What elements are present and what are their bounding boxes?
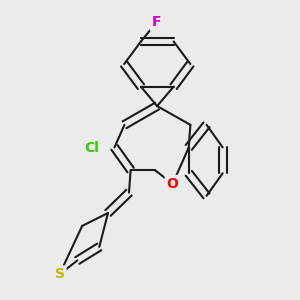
Text: Cl: Cl	[84, 141, 99, 155]
Text: O: O	[167, 177, 178, 191]
Text: F: F	[152, 15, 161, 29]
Text: S: S	[55, 267, 64, 281]
